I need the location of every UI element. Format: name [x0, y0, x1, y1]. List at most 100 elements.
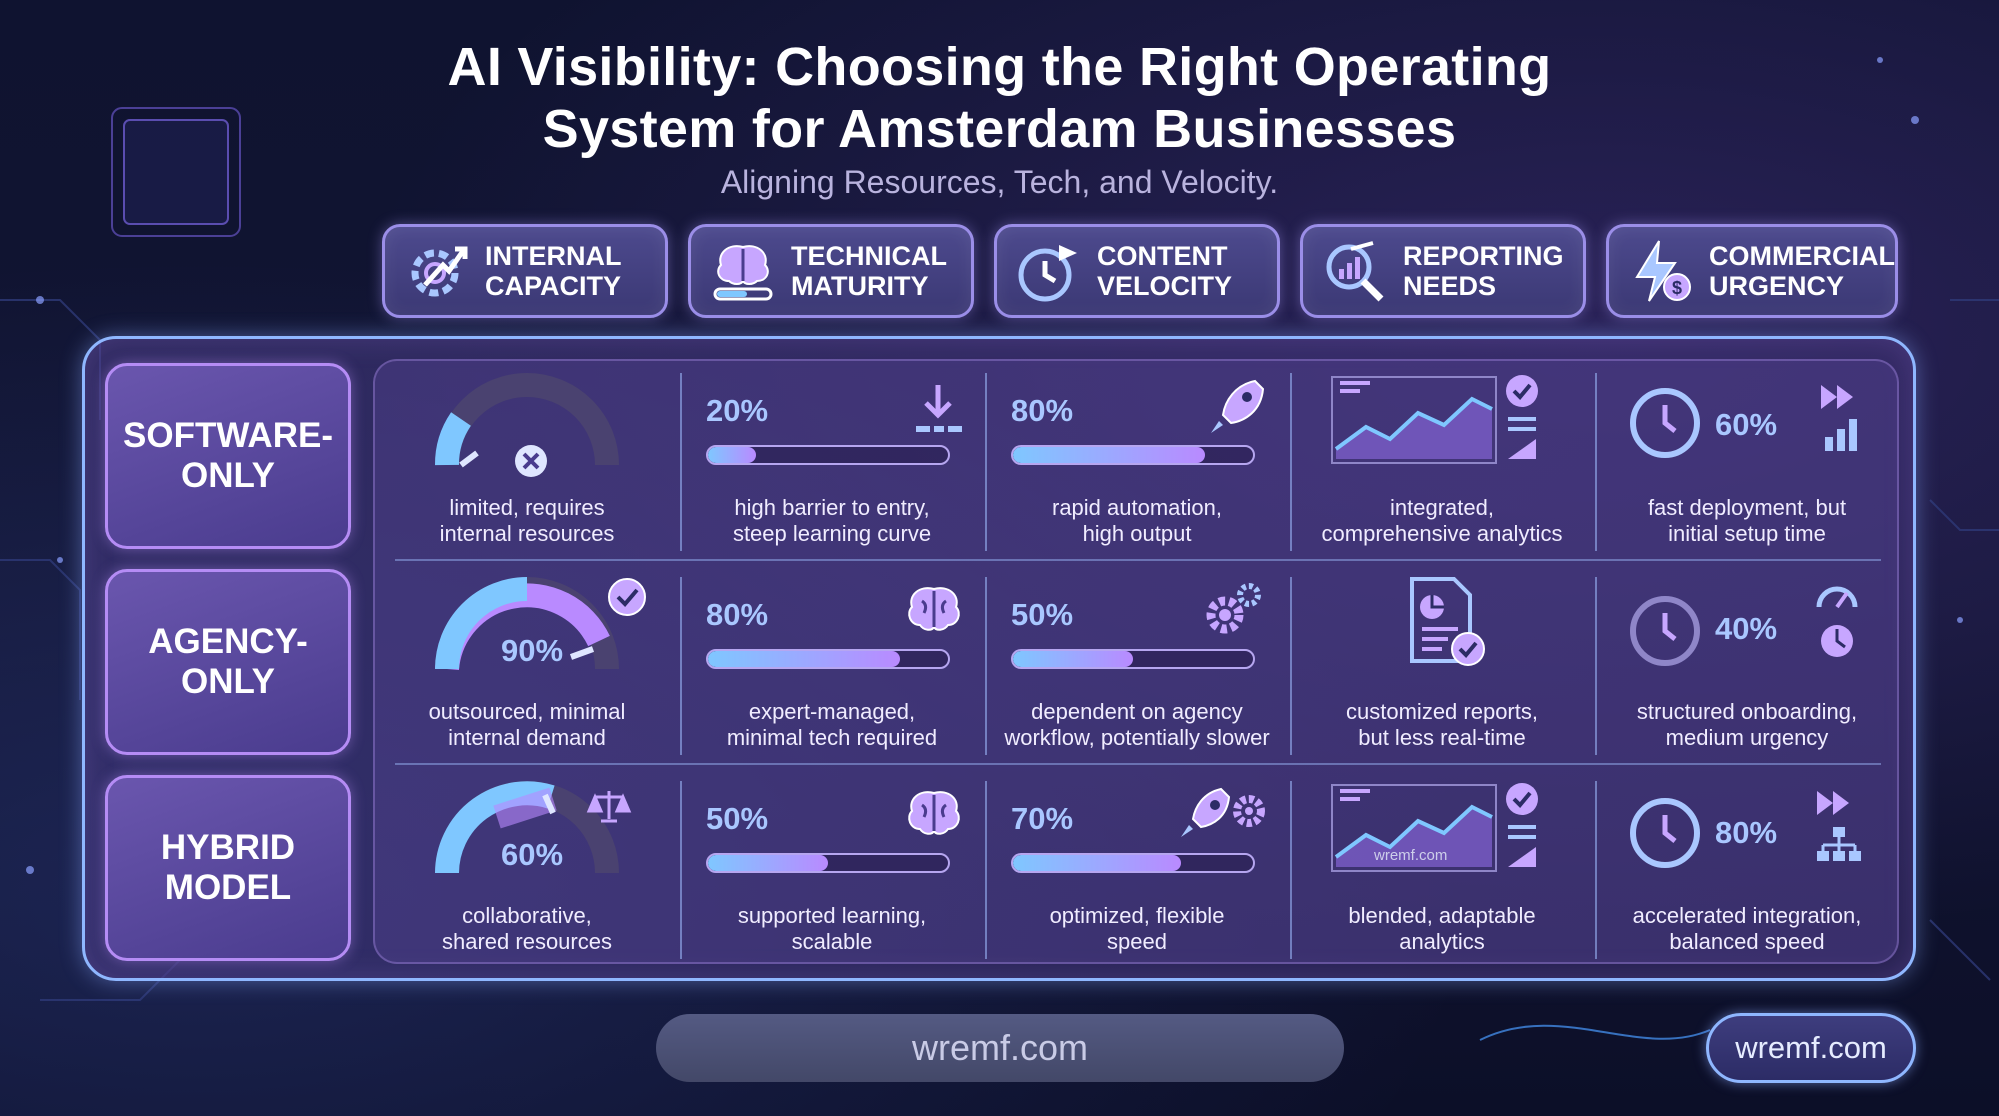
progress-fill [708, 651, 900, 667]
progress-bar [706, 445, 950, 465]
column-headers: INTERNAL CAPACITY TECHNICAL MATURITY CON… [382, 224, 1898, 318]
clock-icon [1630, 798, 1700, 868]
percent-label: 20% [706, 393, 769, 428]
comparison-grid: limited, requires internal resources 20%… [373, 359, 1899, 964]
progress-bar [1011, 445, 1255, 465]
column-divider [985, 373, 987, 551]
header-internal-capacity: INTERNAL CAPACITY [382, 224, 668, 318]
cell-caption: blended, adaptable analytics [1348, 903, 1536, 954]
page-title: AI Visibility: Choosing the Right Operat… [0, 36, 1999, 160]
gauge-icon [435, 577, 646, 671]
progress-fill [708, 447, 756, 463]
percent-label: 90% [501, 633, 564, 668]
column-divider [1290, 577, 1292, 755]
cell-caption: collaborative, shared resources [442, 903, 612, 954]
progress-fill [1013, 855, 1181, 871]
cell-caption: supported learning, scalable [737, 903, 927, 954]
cell-hybrid-internal-capacity: 60% collaborative, shared resources [377, 777, 677, 965]
cell-hybrid-technical-maturity: 50% supported learning, scalable [682, 777, 982, 965]
cell-software-internal-capacity: limited, requires internal resources [377, 369, 677, 557]
percent-label: 40% [1715, 611, 1778, 646]
cell-agency-reporting-needs: customized reports, but less real-time [1292, 573, 1592, 761]
cell-caption: customized reports, but less real-time [1346, 699, 1538, 750]
header-reporting-needs: REPORTING NEEDS [1300, 224, 1586, 318]
download-icon [916, 385, 962, 432]
page-subtitle: Aligning Resources, Tech, and Velocity. [720, 164, 1279, 200]
cell-caption: fast deployment, but initial setup time [1647, 495, 1847, 546]
row-divider [395, 763, 1881, 765]
gauge-icon [435, 373, 619, 477]
gear-arrow-icon [411, 246, 468, 297]
cell-caption: expert-managed, minimal tech required [726, 699, 938, 750]
column-divider [1595, 373, 1597, 551]
column-divider [1595, 781, 1597, 959]
watermark-text: wremf.com [1374, 847, 1448, 864]
progress-fill [1013, 447, 1205, 463]
column-divider [1290, 781, 1292, 959]
progress-bar [1011, 649, 1255, 669]
column-divider [1595, 577, 1597, 755]
rocket-gear-icon [1181, 787, 1265, 837]
cell-software-reporting-needs: integrated, comprehensive analytics [1292, 369, 1592, 557]
brain-icon [908, 791, 960, 835]
progress-bar [706, 649, 950, 669]
cell-agency-content-velocity: 50% dependent on agency workflow, potent… [987, 573, 1287, 761]
cell-caption: dependent on agency workflow, potentiall… [1004, 699, 1270, 750]
cell-caption: accelerated integration, balanced speed [1632, 903, 1862, 954]
fast-forward-icon [1821, 385, 1857, 451]
cell-hybrid-content-velocity: 70% optimized, flexible speed [987, 777, 1287, 965]
cell-caption: high barrier to entry, steep learning cu… [732, 495, 932, 546]
column-divider [1290, 373, 1292, 551]
title-line-1: AI Visibility: Choosing the Right Operat… [447, 37, 1552, 97]
dashboard-check-icon [1331, 375, 1538, 464]
lightning-dollar-icon: $ [1635, 240, 1691, 302]
progress-fill [1013, 651, 1133, 667]
percent-label: 80% [706, 597, 769, 632]
header-label: CONTENT VELOCITY [1097, 241, 1233, 301]
clock-arrow-icon [1018, 245, 1077, 302]
footer-url-badge[interactable]: wremf.com [1706, 1013, 1916, 1083]
rocket-icon [1211, 379, 1265, 433]
percent-label: 70% [1011, 801, 1074, 836]
cell-software-commercial-urgency: 60% fast deployment, but initial setup t… [1597, 369, 1897, 557]
cell-software-technical-maturity: 20% high barrier to entry, steep learnin… [682, 369, 982, 557]
cell-agency-commercial-urgency: 40% structured onboarding, medium urgenc… [1597, 573, 1897, 761]
percent-label: 60% [1715, 407, 1778, 442]
chart-magnifier-icon [1326, 241, 1384, 302]
column-divider [680, 373, 682, 551]
dashboard-check-icon [1331, 783, 1538, 872]
column-divider [985, 781, 987, 959]
cell-agency-internal-capacity: 90% outsourced, minimal internal demand [377, 573, 677, 761]
gauge-icon [435, 781, 632, 874]
gears-icon [1206, 583, 1261, 634]
clock-icon [1630, 388, 1700, 458]
header-content-velocity: CONTENT VELOCITY [994, 224, 1280, 318]
percent-label: 80% [1011, 393, 1074, 428]
cell-hybrid-commercial-urgency: 80% accelerated integration, balanced sp… [1597, 777, 1897, 965]
percent-label: 50% [706, 801, 769, 836]
cell-caption: integrated, comprehensive analytics [1321, 495, 1563, 546]
header-commercial-urgency: $ COMMERCIAL URGENCY [1606, 224, 1898, 318]
comparison-board: SOFTWARE- ONLY AGENCY- ONLY HYBRID MODEL [82, 336, 1916, 981]
header-label: REPORTING NEEDS [1403, 241, 1564, 301]
fast-forward-network-icon [1817, 791, 1861, 861]
report-check-icon [1410, 577, 1485, 666]
column-divider [985, 577, 987, 755]
gauge-clock-icon [1816, 586, 1858, 657]
row-label-software-only: SOFTWARE- ONLY [105, 363, 351, 549]
cell-hybrid-reporting-needs: wremf.com blended, adaptable analytics [1292, 777, 1592, 965]
percent-label: 80% [1715, 815, 1778, 850]
header-label: INTERNAL CAPACITY [485, 241, 622, 301]
row-label-agency-only: AGENCY- ONLY [105, 569, 351, 755]
percent-label: 50% [1011, 597, 1074, 632]
cell-agency-technical-maturity: 80% expert-managed, minimal tech require… [682, 573, 982, 761]
cell-caption: limited, requires internal resources [439, 495, 615, 546]
column-divider [680, 577, 682, 755]
footer-url-pill[interactable]: wremf.com [656, 1014, 1344, 1082]
clock-icon [1630, 596, 1700, 666]
brain-slider-icon [713, 245, 773, 301]
header-label: TECHNICAL MATURITY [791, 241, 947, 301]
row-divider [395, 559, 1881, 561]
header-technical-maturity: TECHNICAL MATURITY [688, 224, 974, 318]
progress-fill [708, 855, 828, 871]
